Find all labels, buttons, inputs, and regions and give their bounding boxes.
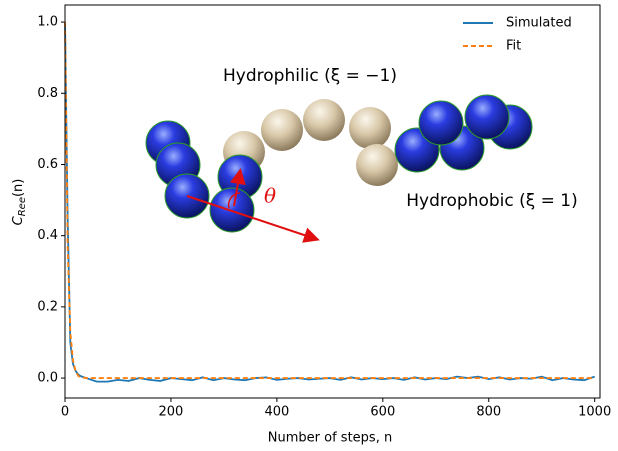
legend-label: Simulated [506,16,572,31]
y-tick-label: 1.0 [37,15,58,30]
annotation: Hydrophilic (ξ = −1) [223,66,397,86]
annotation: Hydrophobic (ξ = 1) [406,191,578,211]
angle-label: θ [264,184,276,208]
y-tick-label: 0.8 [37,86,58,101]
x-tick-label: 800 [476,405,501,420]
plot-frame [64,4,601,399]
y-label-base: C [11,215,26,225]
series-line [64,22,595,379]
y-label-tail: (n) [11,179,26,197]
x-axis-label: Number of steps, n [268,431,392,446]
y-label-sub: Ree [17,197,28,216]
x-tick-label: 400 [264,405,289,420]
legend-label: Fit [506,39,521,54]
x-tick-label: 200 [159,405,184,420]
illustration [145,94,533,243]
x-tick-label: 0 [61,405,69,420]
x-tick-label: 600 [370,405,395,420]
y-tick-label: 0.6 [37,157,58,172]
y-axis-label: CRee(n) [11,179,29,226]
x-tick-label: 1000 [578,405,611,420]
y-tick-label: 0.4 [37,228,58,243]
y-tick-label: 0.0 [37,371,58,386]
axes: 0 200 400 600 800 1000 0.0 0.2 0.4 0.6 0.8 1.0 [37,4,611,420]
y-tick-label: 0.2 [37,299,58,314]
